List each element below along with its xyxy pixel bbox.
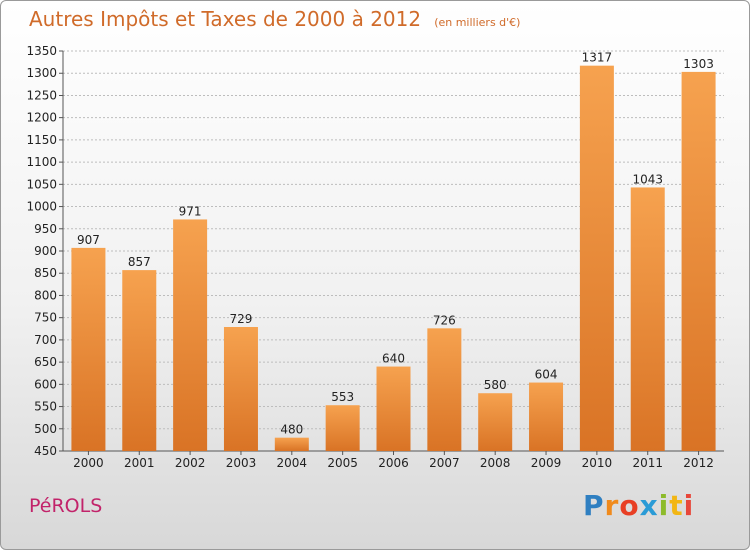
logo-letter: P [583,489,605,522]
x-tick-label: 2009 [531,456,562,470]
y-tick-label: 1350 [26,44,57,58]
bar [122,270,157,451]
x-tick-labels: 2000 2001 2002 2003 2004 2005 2006 2007 2008 2009… [73,451,714,470]
logo-letter: i [658,489,670,522]
chart-unit-text: (en milliers d'€) [434,16,521,29]
x-tick-label: 2007 [429,456,460,470]
data-label: 604 [535,368,558,382]
x-tick-label: 2002 [175,456,206,470]
logo-letter: x [639,489,659,522]
proxiti-logo: Proxiti [583,489,694,522]
x-tick-label: 2005 [327,456,358,470]
y-tick-label: 1000 [26,200,57,214]
bar [630,187,665,451]
data-label: 1043 [632,172,663,186]
y-tick-label: 700 [34,333,57,347]
x-tick-label: 2011 [632,456,663,470]
y-tick-label: 1200 [26,111,57,125]
data-label: 1317 [582,51,613,65]
chart-title: Autres Impôts et Taxes de 2000 à 2012 (e… [29,7,520,31]
y-tick-label: 500 [34,422,57,436]
bar [579,65,614,452]
y-tick-label: 1300 [26,66,57,80]
x-tick-label: 2008 [480,456,511,470]
data-label: 971 [179,204,202,218]
y-tick-label: 1050 [26,177,57,191]
y-tick-label: 1150 [26,133,57,147]
data-label: 729 [230,312,253,326]
bar [478,393,513,451]
y-tick-label: 850 [34,266,57,280]
y-tick-label: 600 [34,377,57,391]
bar [427,328,462,451]
y-tick-label: 550 [34,400,57,414]
logo-letter: o [619,489,640,522]
x-tick-label: 2012 [683,456,714,470]
data-label: 640 [382,352,405,366]
bar [376,366,411,451]
y-tick-label: 1250 [26,88,57,102]
data-label: 580 [484,378,507,392]
y-tick-label: 900 [34,244,57,258]
bar [173,219,208,451]
bar [325,405,360,451]
data-label: 553 [331,390,354,404]
x-tick-label: 2001 [124,456,155,470]
y-tick-label: 750 [34,311,57,325]
data-label: 907 [77,233,100,247]
bar [274,437,309,451]
data-label: 726 [433,313,456,327]
y-tick-label: 800 [34,288,57,302]
chart-title-text: Autres Impôts et Taxes de 2000 à 2012 [29,7,422,31]
logo-letter: r [604,489,620,522]
y-tick-label: 1100 [26,155,57,169]
y-tick-label: 950 [34,222,57,236]
x-tick-label: 2010 [582,456,613,470]
data-label: 480 [280,423,303,437]
data-label: 857 [128,255,151,269]
bars [71,65,716,452]
grid-lines [59,50,724,452]
commune-name: PéROLS [29,495,103,517]
bar [681,71,716,451]
y-tick-labels: 450 500 550 600 650 700 750 800 850 900 950 1000 105… [26,44,57,458]
x-tick-label: 2004 [277,456,308,470]
x-tick-label: 2003 [226,456,257,470]
x-tick-label: 2000 [73,456,104,470]
x-tick-label: 2006 [378,456,409,470]
y-tick-label: 450 [34,444,57,458]
bar [529,382,564,451]
bar [223,327,258,451]
bar [71,247,106,451]
y-tick-label: 650 [34,355,57,369]
data-labels: 907 857 971 729 480 553 640 726 580 604 1317 1043 13… [77,51,714,437]
logo-letter: i [683,489,695,522]
logo-letter: t [669,489,684,522]
data-label: 1303 [683,57,714,71]
